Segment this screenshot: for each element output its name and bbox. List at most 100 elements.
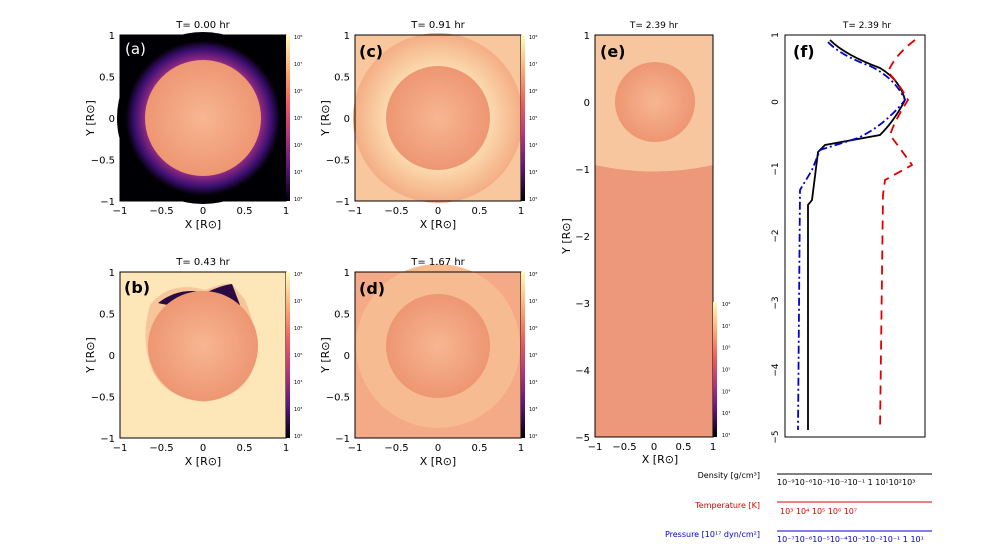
y-tick-label: −1 <box>575 165 590 176</box>
legend-temperature-label: Temperature [K] <box>694 501 760 510</box>
colorbar-tick-label: 10⁵ <box>529 116 537 122</box>
colorbar-tick-label: 10⁷ <box>529 299 537 305</box>
x-tick-label: 1 <box>518 443 524 454</box>
y-tick-label: 0 <box>109 351 115 362</box>
panel-d-title: T= 1.67 hr <box>410 257 465 268</box>
colorbar-tick-label: 10⁸ <box>529 272 537 278</box>
legend-density-ticks: 10⁻⁹10⁻⁶10⁻³10⁻²10⁻¹ 1 10¹10²10³ <box>777 478 915 487</box>
colorbar-tick-label: 10⁴ <box>529 143 537 149</box>
colorbar-tick-label: 10⁸ <box>294 272 302 278</box>
panel-a: (a) T= 0.00 hr <box>117 20 290 204</box>
colorbar-tick-label: 10⁶ <box>529 89 537 95</box>
panel-e-label: (e) <box>600 42 625 61</box>
y-axis-label: Y [R⊙] <box>319 337 332 374</box>
panel-f: (f) T= 2.39 hr <box>784 21 926 438</box>
y-tick-label: −0.5 <box>326 156 350 167</box>
x-tick-label: 0.5 <box>237 206 253 217</box>
x-axis-label: X [R⊙] <box>185 218 221 231</box>
y-tick-label: 1 <box>109 268 115 279</box>
panel-f-label: (f) <box>793 42 815 61</box>
y-tick-label: 1 <box>344 268 350 279</box>
colorbar-tick-label: 10⁵ <box>529 353 537 359</box>
panel-d-label: (d) <box>359 279 385 298</box>
colorbar-tick-label: 10⁸ <box>722 302 730 308</box>
x-tick-label: 0 <box>435 206 441 217</box>
colorbar-tick-label: 10⁴ <box>294 380 302 386</box>
colorbar-tick-label: 10⁶ <box>294 89 302 95</box>
panel-f-title: T= 2.39 hr <box>842 21 892 31</box>
colorbar-tick-label: 10³ <box>529 170 537 176</box>
x-axis-label: X [R⊙] <box>420 218 456 231</box>
x-tick-label: −0.5 <box>149 206 173 217</box>
y-tick-label: −5 <box>771 430 781 443</box>
colorbar-tick-label: 10² <box>529 197 537 203</box>
panel-c-sun <box>386 66 490 170</box>
axes-layer: −1 −0.5 0 0.5 1 1 0.5 0 −0.5 −1 X [R⊙] Y [R⊙] 10⁸ 10⁷… <box>84 31 781 468</box>
y-axis-label: Y [R⊙] <box>560 218 573 255</box>
colorbar-tick-label: 10⁵ <box>294 353 302 359</box>
panel-c-label: (c) <box>359 42 383 61</box>
panel-e-colorbar <box>713 302 717 437</box>
temperature-profile-line <box>879 39 916 431</box>
colorbar-tick-label: 10³ <box>529 407 537 413</box>
panel-a-sun <box>145 60 261 176</box>
x-tick-label: 0 <box>200 206 206 217</box>
y-tick-label: 0.5 <box>334 73 350 84</box>
y-tick-label: 0.5 <box>334 310 350 321</box>
x-tick-label: −1 <box>588 442 603 453</box>
y-tick-label: −1 <box>335 197 350 208</box>
panel-d: (d) T= 1.67 hr <box>354 257 525 439</box>
colorbar-tick-label: 10³ <box>294 407 302 413</box>
y-tick-label: −4 <box>771 363 781 377</box>
colorbar-tick-label: 10⁵ <box>294 116 302 122</box>
colorbar-tick-label: 10³ <box>722 411 730 417</box>
legend-density-label: Density [g/cm³] <box>698 471 760 480</box>
colorbar-tick-label: 10⁷ <box>294 62 302 68</box>
y-tick-label: 0 <box>344 351 350 362</box>
x-tick-label: −0.5 <box>384 443 408 454</box>
y-tick-label: −3 <box>771 296 781 309</box>
panel-d-colorbar <box>521 272 525 438</box>
y-tick-label: −2 <box>575 232 590 243</box>
x-tick-label: 1 <box>518 206 524 217</box>
x-tick-label: −0.5 <box>149 443 173 454</box>
y-tick-label: −2 <box>771 229 781 242</box>
panel-a-title: T= 0.00 hr <box>175 20 230 31</box>
x-tick-label: −0.5 <box>612 442 636 453</box>
panel-e-sun <box>615 62 695 142</box>
colorbar-tick-label: 10² <box>722 433 730 439</box>
colorbar-tick-label: 10⁶ <box>529 326 537 332</box>
x-tick-label: 1 <box>283 443 289 454</box>
y-axis-label: Y [R⊙] <box>319 100 332 137</box>
panel-b-sun <box>148 291 258 401</box>
density-profile-line <box>807 39 906 430</box>
colorbar-tick-label: 10⁴ <box>529 380 537 386</box>
x-tick-label: −1 <box>348 443 363 454</box>
legend: Density [g/cm³] 10⁻⁹10⁻⁶10⁻³10⁻²10⁻¹ 1 1… <box>665 471 932 544</box>
panel-e-title: T= 2.39 hr <box>629 21 679 31</box>
x-tick-label: 0 <box>651 442 657 453</box>
panel-c-colorbar <box>521 35 525 201</box>
y-tick-label: 0.5 <box>99 73 115 84</box>
colorbar-tick-label: 10⁶ <box>722 346 730 352</box>
y-tick-label: −0.5 <box>326 393 350 404</box>
y-tick-label: 1 <box>109 31 115 42</box>
x-tick-label: 0.5 <box>472 443 488 454</box>
panel-c: (c) T= 0.91 hr <box>353 20 525 203</box>
colorbar-tick-label: 10⁵ <box>722 368 730 374</box>
colorbar-tick-label: 10⁴ <box>294 143 302 149</box>
colorbar-tick-label: 10⁸ <box>529 35 537 41</box>
colorbar-tick-label: 10⁸ <box>294 35 302 41</box>
pressure-profile-line <box>797 41 907 431</box>
x-axis-label: X [R⊙] <box>185 455 221 468</box>
y-tick-label: −1 <box>335 434 350 445</box>
y-tick-label: −4 <box>575 366 590 377</box>
y-tick-label: −1 <box>100 197 115 208</box>
colorbar-tick-label: 10⁷ <box>294 299 302 305</box>
y-tick-label: 0.5 <box>99 310 115 321</box>
x-axis-label: X [R⊙] <box>642 453 678 466</box>
y-tick-label: −1 <box>100 434 115 445</box>
colorbar-tick-label: 10⁷ <box>722 324 730 330</box>
panel-c-title: T= 0.91 hr <box>410 20 465 31</box>
